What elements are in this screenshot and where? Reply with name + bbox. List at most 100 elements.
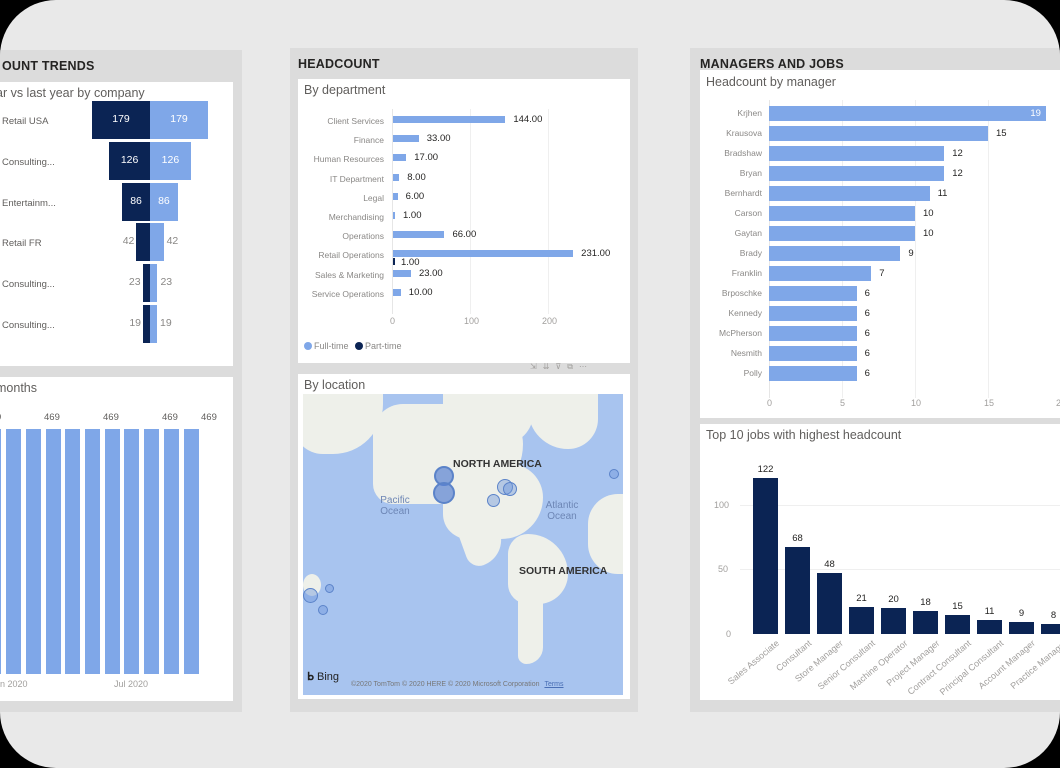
focus-mode-icon[interactable]: ⧉ (567, 362, 579, 371)
department-row[interactable]: IT Department 8.00 (298, 171, 630, 189)
this-year-bar[interactable] (109, 142, 150, 180)
manager-row[interactable]: Gaytan 10 (700, 226, 1060, 242)
last-year-bar[interactable] (150, 264, 158, 302)
manager-row[interactable]: Carson 10 (700, 206, 1060, 222)
manager-bar[interactable] (769, 106, 1047, 121)
legend-item-parttime[interactable]: Part-time (355, 341, 402, 351)
company-row[interactable]: Retail USA 179 179 (0, 101, 233, 139)
department-row[interactable]: Sales & Marketing 23.00 (298, 267, 630, 285)
more-options-icon[interactable]: ⋯ (578, 362, 593, 371)
location-bubble[interactable] (318, 605, 328, 615)
manager-bar[interactable] (769, 126, 988, 141)
terms-link[interactable]: Terms (544, 681, 564, 688)
company-row[interactable]: Consulting... 19 19 (0, 305, 233, 343)
last-year-bar[interactable] (150, 142, 191, 180)
manager-row[interactable]: McPherson 6 (700, 326, 1060, 342)
job-bar[interactable] (1009, 622, 1034, 634)
fulltime-bar[interactable] (393, 154, 407, 162)
month-bar[interactable] (85, 429, 100, 674)
job-bar[interactable] (817, 572, 842, 634)
location-bubble[interactable] (609, 469, 619, 479)
manager-bar[interactable] (769, 286, 857, 301)
fulltime-bar[interactable] (393, 269, 411, 277)
location-bubble[interactable] (503, 482, 517, 496)
legend-item-fulltime[interactable]: Full-time (304, 341, 349, 351)
manager-row[interactable]: Krjhen 19 (700, 106, 1060, 122)
fulltime-bar[interactable] (393, 231, 445, 239)
location-card[interactable]: By location (298, 374, 630, 699)
last-year-bar[interactable] (150, 101, 208, 139)
company-row[interactable]: Entertainm... 86 86 (0, 183, 233, 221)
location-bubble[interactable] (303, 588, 318, 603)
manager-bar[interactable] (769, 146, 945, 161)
job-bar[interactable] (881, 608, 906, 634)
company-row[interactable]: Consulting... 126 126 (0, 142, 233, 180)
job-bar[interactable] (753, 477, 778, 634)
this-year-bar[interactable] (143, 305, 150, 343)
this-year-bar[interactable] (92, 101, 150, 139)
expand-icon[interactable]: ⇊ (542, 362, 556, 371)
manager-bar[interactable] (769, 346, 857, 361)
job-bar[interactable] (945, 614, 970, 634)
manager-bar[interactable] (769, 266, 872, 281)
department-card[interactable]: By department Client Services 144.00 Finan… (298, 79, 630, 363)
job-bar[interactable] (913, 610, 938, 634)
department-row[interactable]: Finance 33.00 (298, 132, 630, 150)
manager-row[interactable]: Franklin 7 (700, 266, 1060, 282)
company-row[interactable]: Consulting... 23 23 (0, 264, 233, 302)
month-bar[interactable] (6, 429, 21, 674)
job-bar[interactable] (977, 619, 1002, 634)
manager-row[interactable]: Bernhardt 11 (700, 186, 1060, 202)
manager-row[interactable]: Polly 6 (700, 366, 1060, 382)
month-bar[interactable] (164, 429, 179, 674)
job-bar[interactable] (849, 607, 874, 634)
month-bar[interactable] (105, 429, 120, 674)
department-row[interactable]: Human Resources 17.00 (298, 151, 630, 169)
month-bar[interactable] (46, 429, 61, 674)
department-row[interactable]: Retail Operations 231.00 1.00 (298, 247, 630, 268)
manager-row[interactable]: Brady 9 (700, 246, 1060, 262)
manager-bar[interactable] (769, 206, 915, 221)
manager-bar[interactable] (769, 186, 930, 201)
last-year-bar[interactable] (150, 183, 178, 221)
manager-row[interactable]: Bryan 12 (700, 166, 1060, 182)
department-row[interactable]: Service Operations 10.00 (298, 286, 630, 304)
location-bubble[interactable] (325, 584, 334, 593)
company-row[interactable]: Retail FR 42 42 (0, 223, 233, 261)
fulltime-bar[interactable] (393, 116, 506, 123)
manager-bar[interactable] (769, 226, 915, 241)
fulltime-bar[interactable] (393, 212, 395, 219)
location-map[interactable]: NORTH AMERICA SOUTH AMERICA Pacific Ocea… (303, 394, 623, 695)
parttime-bar[interactable] (393, 258, 395, 266)
manager-bar[interactable] (769, 306, 857, 321)
this-year-bar[interactable] (136, 223, 150, 261)
fulltime-bar[interactable] (393, 192, 398, 200)
fulltime-bar[interactable] (393, 135, 419, 143)
month-bar[interactable] (124, 429, 139, 674)
month-bar[interactable] (184, 429, 199, 674)
manager-card[interactable]: Headcount by manager Krjhen 19 Krausova 15 B… (700, 70, 1060, 418)
filter-icon[interactable]: ⊽ (555, 362, 568, 371)
last-year-bar[interactable] (150, 305, 157, 343)
manager-row[interactable]: Krausova 15 (700, 126, 1060, 142)
last-year-bar[interactable] (150, 223, 164, 261)
manager-bar[interactable] (769, 246, 901, 261)
manager-bar[interactable] (769, 166, 945, 181)
manager-row[interactable]: Nesmith 6 (700, 346, 1060, 362)
company-comparison-card[interactable]: ar vs last year by company Retail USA 179… (0, 82, 233, 366)
location-bubble[interactable] (487, 494, 500, 507)
department-row[interactable]: Legal 6.00 (298, 190, 630, 208)
this-year-bar[interactable] (142, 264, 150, 302)
this-year-bar[interactable] (122, 183, 150, 221)
fulltime-bar[interactable] (393, 250, 574, 258)
manager-row[interactable]: Kennedy 6 (700, 306, 1060, 322)
drill-icon[interactable]: ⇲ (530, 362, 543, 371)
department-row[interactable]: Operations 66.00 (298, 228, 630, 246)
fulltime-bar[interactable] (393, 288, 401, 296)
department-row[interactable]: Client Services 144.00 (298, 113, 630, 131)
fulltime-bar[interactable] (393, 173, 400, 181)
job-bar[interactable] (1041, 623, 1060, 634)
month-bar[interactable] (65, 429, 80, 674)
manager-row[interactable]: Bradshaw 12 (700, 146, 1060, 162)
jobs-card[interactable]: Top 10 jobs with highest headcount 100 5… (700, 424, 1060, 700)
